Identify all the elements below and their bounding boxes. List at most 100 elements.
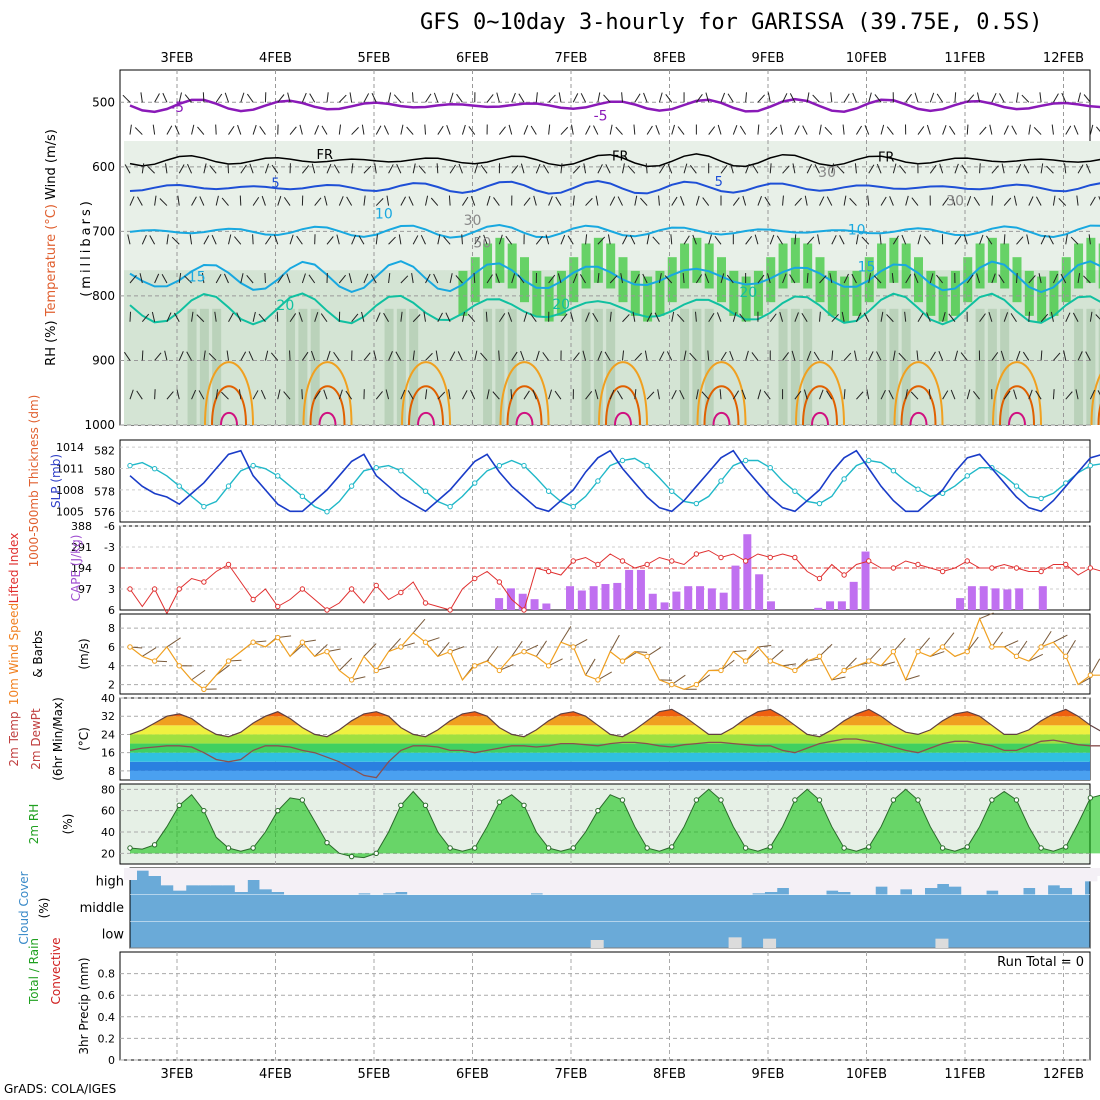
wind-barb	[240, 164, 247, 174]
wind-barb	[1003, 312, 1009, 322]
slp-series	[129, 449, 1100, 513]
wind-barb	[1023, 164, 1030, 174]
wind-barb	[1046, 165, 1054, 174]
rh-cell	[271, 270, 285, 425]
wind-barb	[979, 612, 994, 620]
wind-barb	[458, 163, 463, 174]
y-tick-label: 6	[108, 604, 115, 617]
rh-cell	[310, 308, 320, 425]
wind-barb	[1064, 163, 1067, 174]
wind-barb	[178, 164, 185, 174]
lifted-index-series-point	[521, 607, 527, 613]
wind-barb	[899, 165, 907, 174]
rh-cell	[1010, 141, 1024, 271]
temp-series	[129, 708, 1100, 738]
wind-barb	[891, 273, 894, 284]
wind-barb	[388, 236, 396, 245]
wind-barb	[910, 391, 919, 400]
wind-barb	[767, 92, 771, 103]
wind-barb	[203, 163, 207, 174]
y-tick-label: 16	[101, 747, 115, 760]
wind-speed-series-point	[201, 686, 207, 692]
cloud-high-gap	[751, 868, 765, 894]
wind-barb	[548, 389, 553, 400]
wind-barb	[511, 165, 519, 174]
rh-series-point	[742, 845, 749, 851]
wind-barb	[287, 92, 291, 103]
wind-barb	[843, 93, 850, 103]
lifted-index-series-point	[398, 589, 404, 596]
wind-barb	[780, 124, 784, 135]
rh-cell	[321, 270, 334, 425]
wind-barb	[326, 350, 331, 361]
wind-barb	[729, 350, 734, 361]
wind-barb	[863, 312, 870, 322]
wind-barb	[617, 196, 623, 206]
lifted-index-series-point	[299, 586, 306, 592]
wind-barb	[831, 313, 839, 323]
wind10m-panel: 2 4 6 8 10m Wind Speed & Barbs (m/s)	[7, 603, 1100, 705]
rh-cell	[286, 308, 296, 425]
rh-cell	[987, 237, 997, 283]
wind-barb	[408, 196, 414, 206]
wind-barb	[457, 351, 463, 361]
side-label: Total / Rain	[27, 938, 41, 1005]
wind-barb	[942, 197, 949, 206]
y-tick-label: 3	[108, 583, 115, 596]
wind-barb	[221, 391, 229, 400]
wind-barb	[246, 93, 254, 103]
wind-barb	[166, 312, 172, 322]
rh-cell	[739, 141, 753, 271]
rh-cell	[641, 141, 655, 271]
wind-barb	[358, 235, 365, 245]
cloud-level-label: middle	[80, 901, 124, 916]
wind-barb	[1003, 390, 1011, 400]
wind-speed-series-point	[890, 648, 897, 655]
wind-barb	[670, 234, 673, 245]
wind-barb	[572, 195, 575, 206]
wind-barb	[689, 352, 697, 361]
wind-barb	[1052, 195, 1056, 206]
wind-barb	[622, 235, 628, 245]
wind-barb	[585, 234, 588, 245]
warm-contour	[712, 411, 731, 426]
wind-barb	[1016, 236, 1024, 245]
cloud-high-gap	[173, 868, 187, 891]
rh-cell	[803, 308, 813, 425]
thickness-series-point	[225, 483, 232, 489]
wind-barb	[314, 125, 320, 135]
panel-frame	[119, 613, 1091, 695]
wind-barb	[988, 312, 993, 322]
contour-label: 20	[552, 297, 570, 313]
rh-series-point	[915, 797, 921, 803]
cloud-high-gap	[1084, 868, 1098, 882]
x-tick-label-bottom: 8FEB	[653, 1067, 686, 1082]
wind-barb	[917, 637, 930, 652]
wind-barb	[136, 390, 143, 400]
wind-barb	[646, 391, 655, 400]
thickness-series-point	[398, 468, 404, 474]
side-label-part: & Barbs	[31, 630, 45, 678]
wind-barb	[769, 234, 775, 245]
cloud-high-gap	[764, 868, 778, 892]
wind-barb	[954, 92, 957, 103]
rh-series-point	[496, 799, 503, 805]
wind-barb	[311, 163, 316, 174]
wind-barb	[473, 272, 476, 284]
wind-barb	[129, 311, 132, 322]
wind-barb	[880, 196, 887, 206]
rh-cell	[212, 308, 222, 425]
cape-bar	[766, 601, 775, 610]
y-tick-label: 32	[101, 710, 115, 723]
wind-barb	[1016, 350, 1021, 361]
temperature-contour	[129, 97, 1100, 114]
wind-barb	[548, 274, 556, 284]
wind-barb	[819, 124, 822, 135]
wind-barb	[393, 94, 402, 103]
wind-barb	[942, 311, 946, 322]
wind-barb	[298, 312, 303, 322]
side-label-part: Total / Rain	[27, 938, 41, 1005]
wind-barb	[174, 125, 180, 135]
wind-barb	[323, 389, 328, 400]
wind-barb	[719, 389, 722, 400]
